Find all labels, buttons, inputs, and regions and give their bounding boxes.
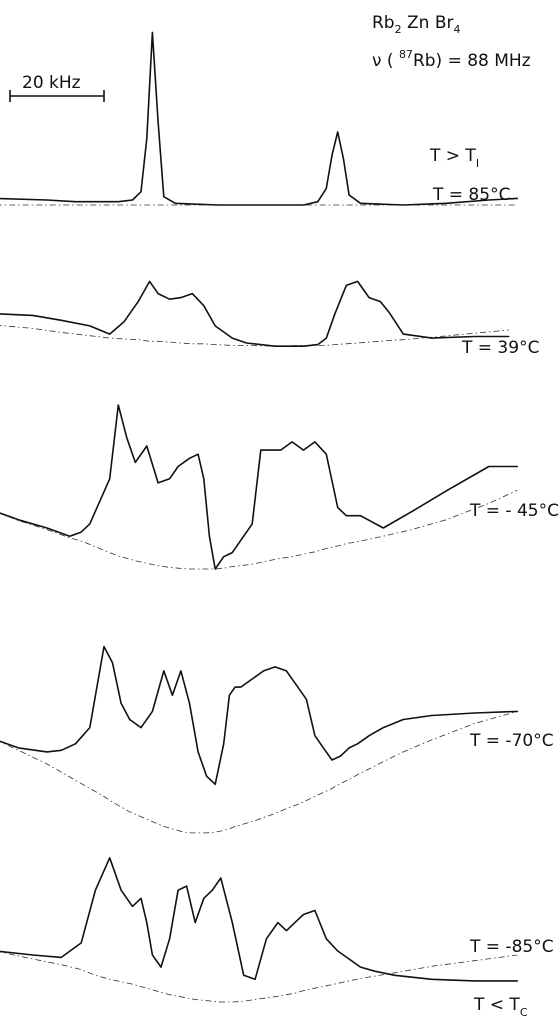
temperature-label-minus85: T = -85°C [469,937,554,957]
spectrum-trace-39 [0,280,510,347]
spectrum-trace-minus45 [0,404,519,570]
baseline-minus70 [0,711,518,834]
scale-bar: 20 kHz [9,73,105,102]
temperature-label-minus70: T = -70°C [469,731,554,751]
phase-label-incommensurate-top: T > TI [429,146,479,170]
baseline-minus85 [0,951,518,1003]
baseline-minus45 [0,489,518,570]
spectrum-trace-85 [0,31,519,206]
frequency-label: ν ( 87Rb) = 88 MHz [372,48,531,71]
phase-label-commensurate-bottom: T < TC [473,995,528,1019]
spectrum-trace-minus85 [0,857,519,982]
spectrum-trace-minus70 [0,645,519,786]
spectrum-traces [0,31,519,1003]
scale-bar-label: 20 kHz [22,73,81,93]
baseline-39 [0,325,509,347]
temperature-label-minus45: T = - 45°C [469,501,559,521]
compound-label: Rb2 Zn Br4 [372,13,461,36]
temperature-label-39: T = 39°C [461,338,539,358]
